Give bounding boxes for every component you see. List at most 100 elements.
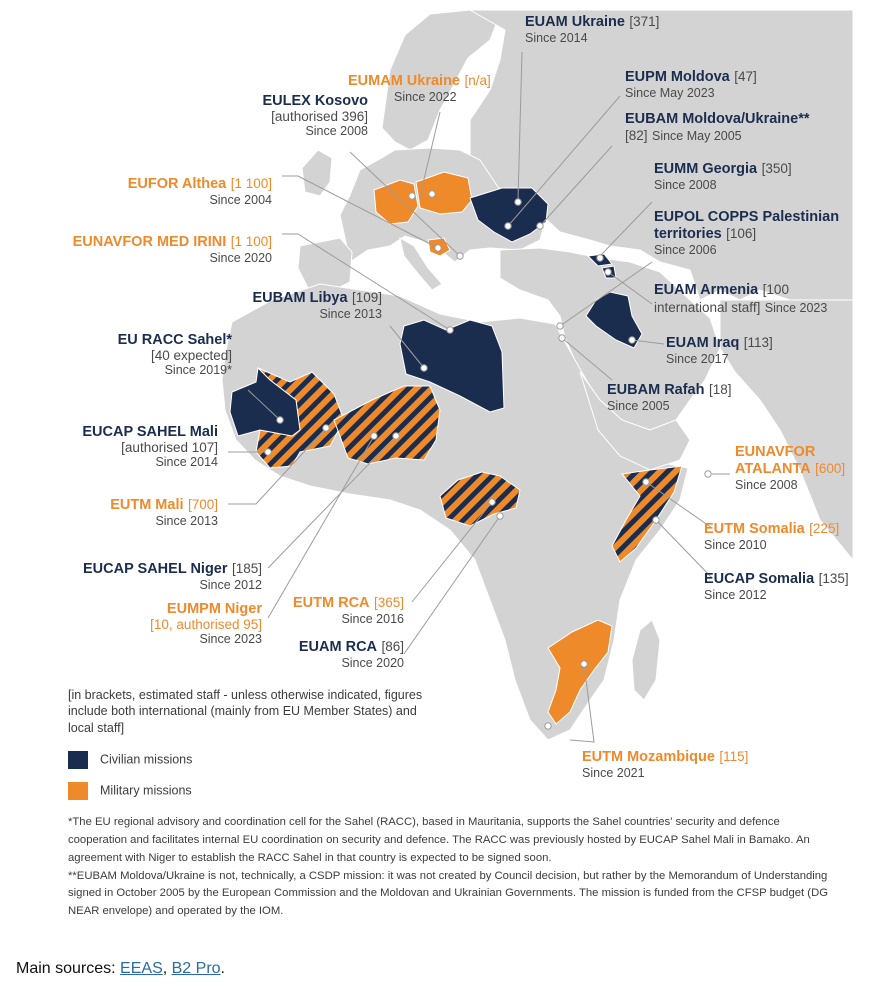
eumpm-niger-since: Since 2023 bbox=[199, 632, 262, 647]
eucap-niger-staff: [185] bbox=[231, 561, 262, 576]
sources-suffix: . bbox=[220, 960, 225, 977]
marker-nouakchott bbox=[276, 416, 284, 424]
eucap-somalia-staff: [135] bbox=[818, 571, 849, 586]
label-eubam-libya: EUBAM Libya [109] Since 2013 bbox=[200, 289, 382, 321]
link-b2-pro[interactable]: B2 Pro bbox=[171, 960, 221, 977]
line-eupm-moldova bbox=[507, 95, 621, 227]
eutm-rca-staff: [365] bbox=[373, 595, 404, 610]
racc-sahel-name: EU RACC Sahel* bbox=[117, 332, 232, 348]
line-eutm-mozambique bbox=[569, 663, 595, 743]
eufor-althea-name: EUFOR Althea bbox=[127, 176, 227, 192]
eutm-mali-since: Since 2013 bbox=[155, 513, 218, 528]
eubam-md-ua-staff: [82] bbox=[625, 128, 648, 144]
eutm-mozambique-staff: [115] bbox=[719, 749, 749, 764]
eubam-libya-since: Since 2013 bbox=[319, 306, 382, 321]
area-somalia-hatched bbox=[611, 465, 683, 563]
eumm-georgia-since: Since 2008 bbox=[654, 177, 717, 192]
eutm-rca-name: EUTM RCA bbox=[292, 595, 370, 611]
marker-atalanta-sea bbox=[704, 470, 712, 478]
marker-rafah bbox=[558, 334, 566, 342]
marker-djibouti bbox=[642, 478, 650, 486]
eupol-copps-staff: [106] bbox=[726, 226, 757, 242]
footnote-eubam: **EUBAM Moldova/Ukraine is not, technica… bbox=[68, 869, 829, 918]
marker-kyiv bbox=[514, 198, 522, 206]
eupm-moldova-staff: [47] bbox=[734, 69, 757, 84]
eumpm-niger-staff: [10, authorised 95] bbox=[150, 617, 262, 633]
euam-armenia-since: Since 2023 bbox=[764, 300, 828, 315]
land-india-asia bbox=[719, 299, 854, 562]
atalanta-name-2: ATALANTA bbox=[735, 461, 811, 478]
marker-maputo bbox=[544, 722, 552, 730]
label-eumam-ukraine: EUMAM Ukraine [n/a] Since 2022 bbox=[348, 72, 491, 104]
line-eubam-md-ua bbox=[539, 145, 613, 227]
label-eunavfor-irini: EUNAVFOR MED IRINI [1 100] Since 2020 bbox=[40, 233, 272, 265]
eutm-somalia-staff: [225] bbox=[809, 521, 840, 536]
line-eutm-somalia bbox=[645, 481, 713, 529]
line-eubam-libya bbox=[389, 325, 425, 369]
land-anatolia-mideast bbox=[499, 247, 721, 431]
eupol-copps-name-1: EUPOL COPPS Palestinian bbox=[654, 209, 840, 225]
eucap-niger-name: EUCAP SAHEL Niger bbox=[83, 561, 228, 577]
line-eumpm-niger bbox=[267, 435, 375, 619]
link-eeas[interactable]: EEAS bbox=[120, 960, 163, 977]
marker-berlin bbox=[408, 192, 416, 200]
marker-bangui-b bbox=[496, 512, 504, 520]
marker-niamey-b bbox=[392, 432, 400, 440]
eupol-copps-name-2: territories bbox=[654, 226, 722, 243]
eulex-kosovo-since: Since 2008 bbox=[305, 124, 368, 139]
area-libya-eubam bbox=[399, 319, 505, 413]
land bbox=[221, 9, 854, 741]
eubam-libya-staff: [109] bbox=[351, 290, 382, 305]
military-areas bbox=[373, 171, 613, 725]
line-eutm-mali bbox=[228, 427, 327, 505]
label-euam-iraq: EUAM Iraq [113] Since 2017 bbox=[666, 334, 773, 366]
label-eutm-rca: EUTM RCA [365] Since 2016 bbox=[290, 594, 404, 626]
map bbox=[221, 9, 854, 743]
label-eutm-mozambique: EUTM Mozambique [115] Since 2021 bbox=[582, 748, 748, 780]
line-eumm-georgia bbox=[599, 201, 653, 257]
eucap-somalia-name: EUCAP Somalia bbox=[704, 571, 815, 587]
land-madagascar bbox=[631, 619, 661, 701]
eutm-mozambique-since: Since 2021 bbox=[582, 765, 645, 780]
eucap-mali-name: EUCAP SAHEL Mali bbox=[82, 424, 218, 440]
area-niger-hatched bbox=[333, 385, 441, 465]
eubam-md-ua-since: Since May 2005 bbox=[651, 129, 742, 144]
line-euam-armenia bbox=[607, 271, 653, 305]
line-euam-iraq bbox=[631, 339, 665, 345]
marker-warsaw bbox=[428, 190, 436, 198]
eutm-mozambique-name: EUTM Mozambique bbox=[582, 749, 715, 765]
line-eutm-rca bbox=[411, 501, 493, 603]
label-euam-ukraine: EUAM Ukraine [371] Since 2014 bbox=[525, 13, 659, 45]
marker-yerevan bbox=[604, 268, 612, 276]
line-eucap-niger bbox=[267, 435, 397, 569]
label-eubam-rafah: EUBAM Rafah [18] Since 2005 bbox=[607, 381, 731, 413]
legend-military-label: Military missions bbox=[100, 783, 192, 798]
land-iberia bbox=[297, 237, 353, 293]
line-euam-rca bbox=[403, 515, 501, 655]
eubam-libya-name: EUBAM Libya bbox=[252, 290, 348, 306]
marker-bamako bbox=[264, 448, 272, 456]
euam-armenia-staff-2: international staff] bbox=[654, 299, 761, 315]
eutm-somalia-since: Since 2010 bbox=[704, 537, 767, 552]
atalanta-staff: [600] bbox=[815, 461, 846, 477]
area-poland-eumam bbox=[415, 171, 473, 215]
marker-chisinau bbox=[504, 222, 512, 230]
label-eucap-sahel-mali: EUCAP SAHEL Mali [authorised 107] Since … bbox=[60, 424, 218, 469]
line-eucap-somalia bbox=[655, 519, 713, 579]
eucap-somalia-since: Since 2012 bbox=[704, 587, 767, 602]
sources-sep: , bbox=[162, 960, 172, 977]
area-mozambique-eutm bbox=[547, 619, 613, 725]
land-arabia bbox=[579, 371, 691, 471]
label-eubam-moldova-ukraine: EUBAM Moldova/Ukraine** [82] Since May 2… bbox=[625, 111, 810, 145]
footnote-racc: *The EU regional advisory and coordinati… bbox=[68, 816, 810, 864]
marker-pristina bbox=[456, 252, 464, 260]
atalanta-since: Since 2008 bbox=[735, 478, 798, 493]
eutm-somalia-name: EUTM Somalia bbox=[704, 521, 805, 537]
racc-sahel-staff: [40 expected] bbox=[150, 348, 232, 364]
eubam-rafah-name: EUBAM Rafah bbox=[607, 382, 705, 398]
eucap-niger-since: Since 2012 bbox=[199, 577, 262, 592]
label-eufor-althea: EUFOR Althea [1 100] Since 2004 bbox=[110, 175, 272, 207]
marker-rome bbox=[446, 326, 454, 334]
label-eucap-sahel-niger: EUCAP SAHEL Niger [185] Since 2012 bbox=[80, 560, 262, 592]
legend-military-swatch bbox=[68, 782, 88, 800]
